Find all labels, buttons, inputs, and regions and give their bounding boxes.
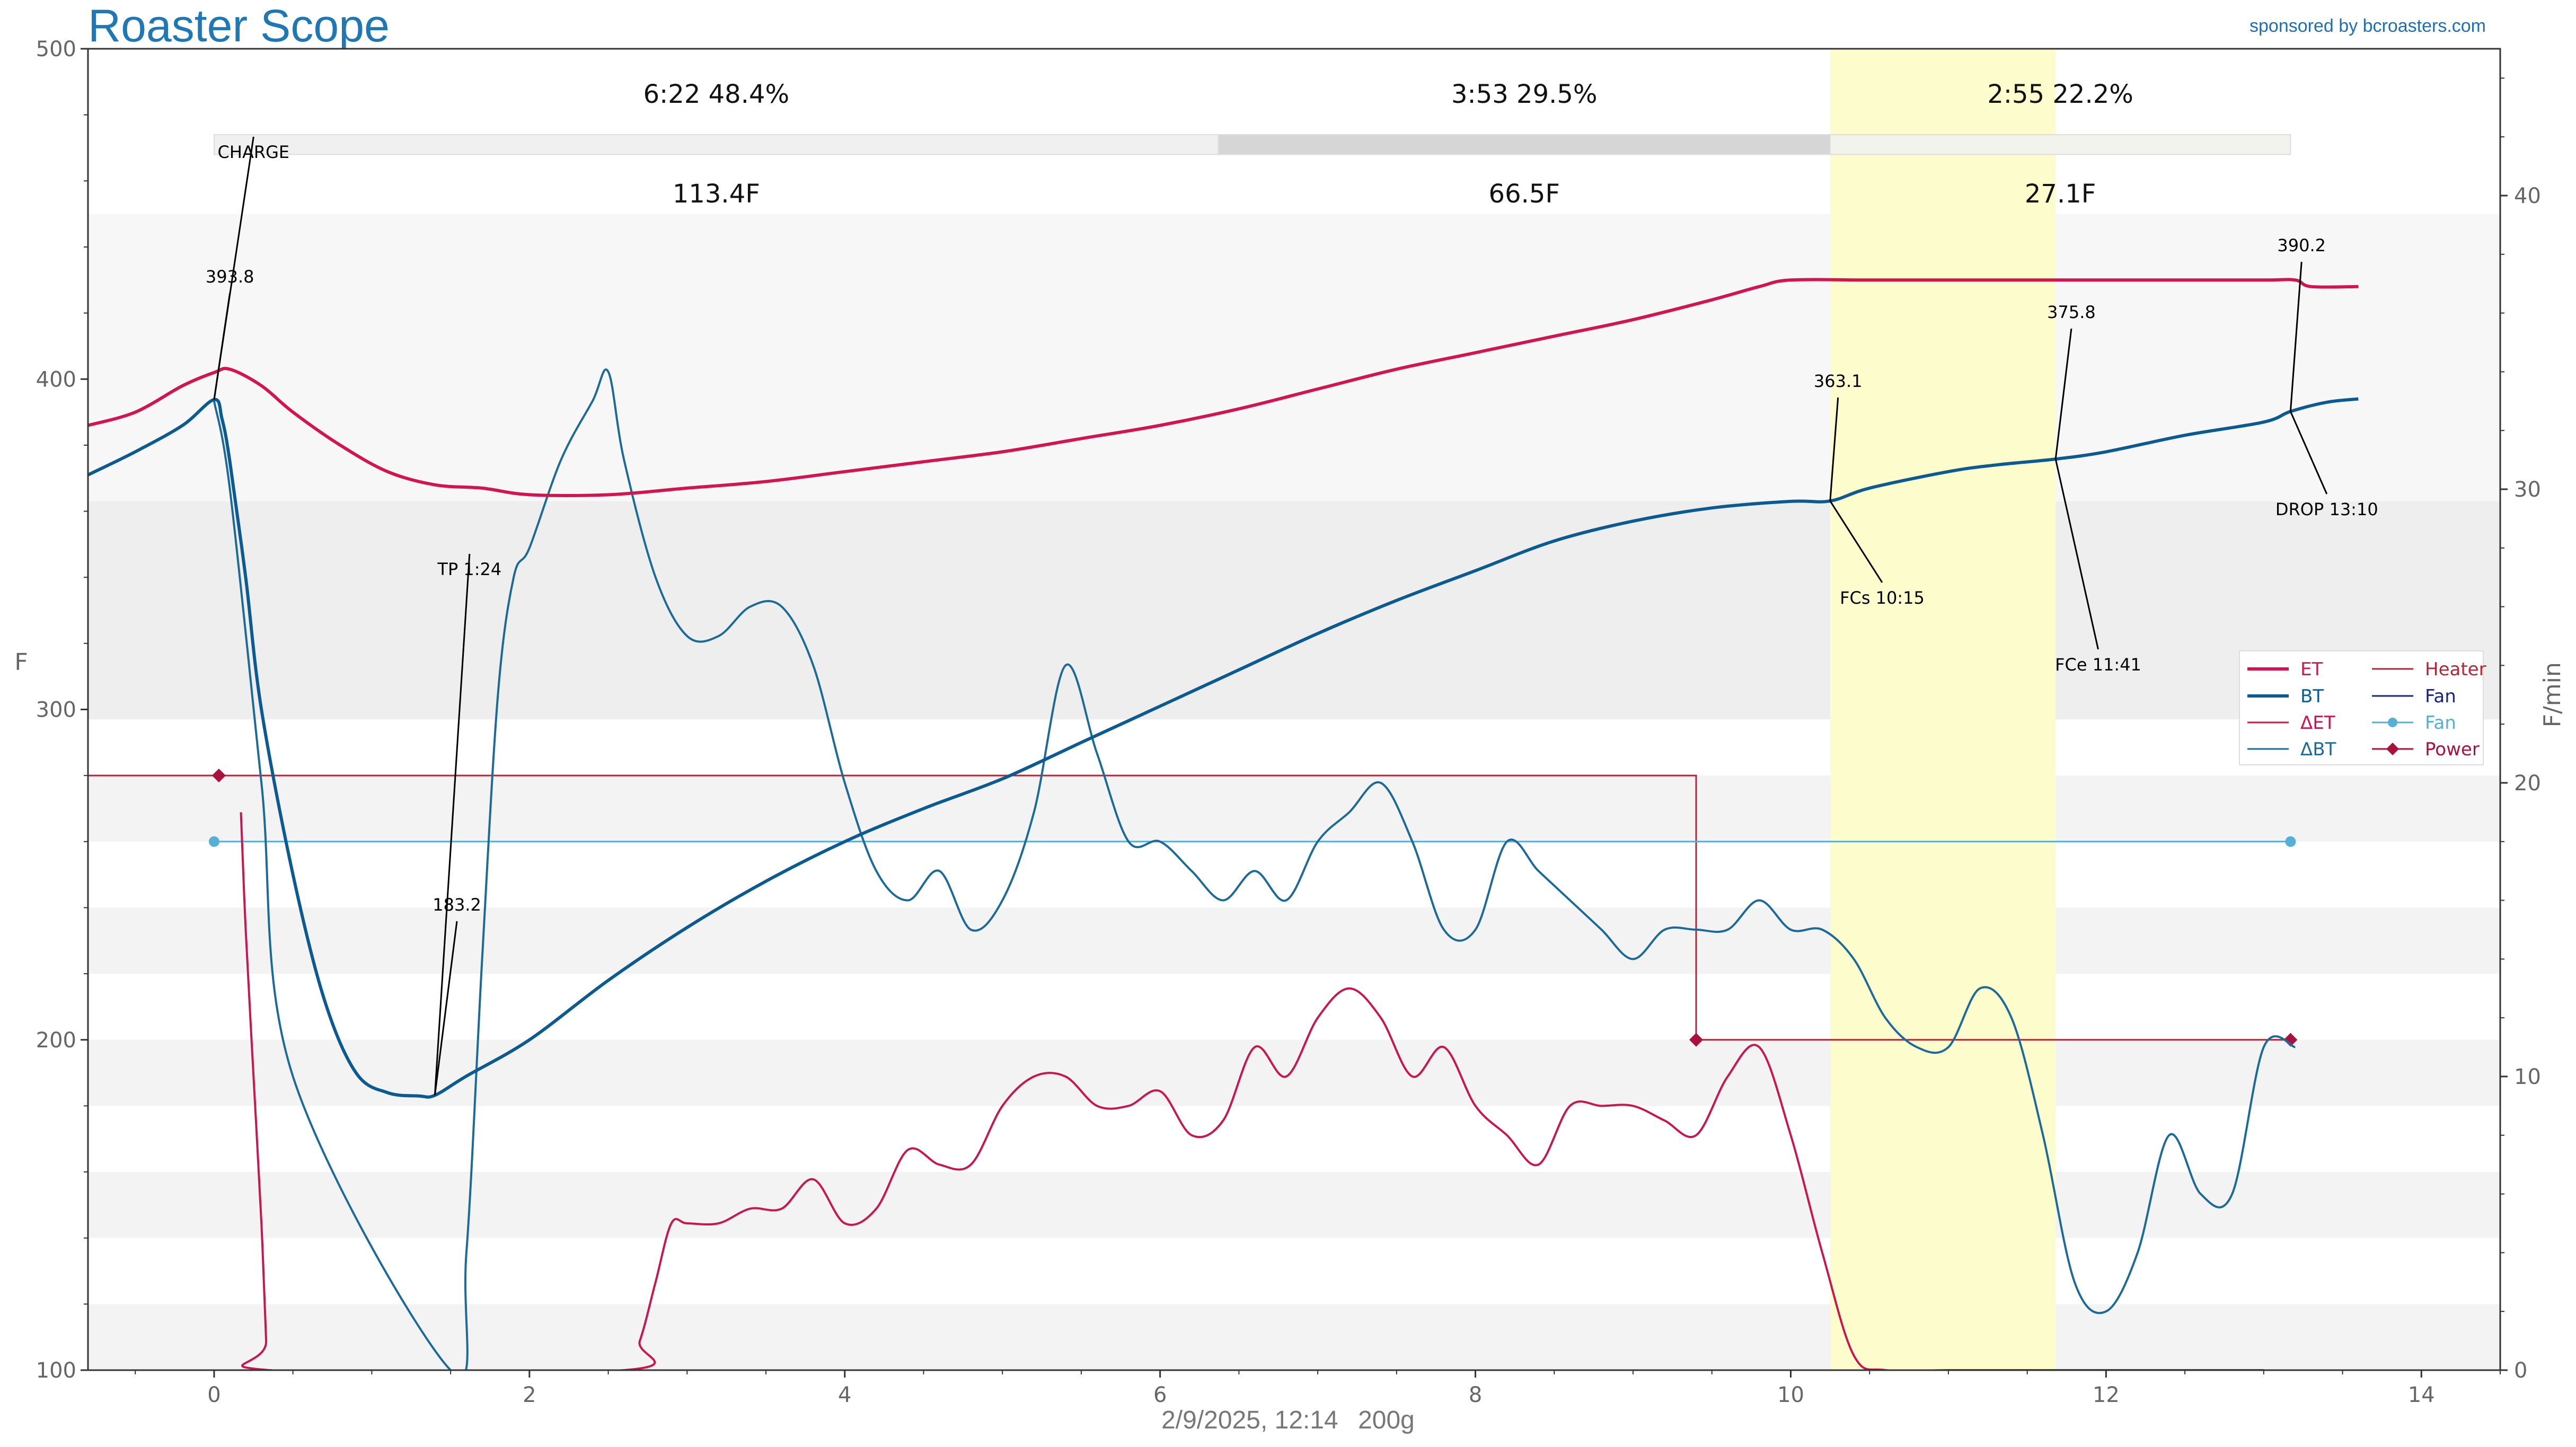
roast-date: 2/9/2025, 12:14 xyxy=(1161,1406,1338,1434)
roast-weight: 200g xyxy=(1358,1406,1415,1434)
event-value: 393.8 xyxy=(206,267,254,287)
background-band xyxy=(88,775,2500,842)
legend-label: Power xyxy=(2425,739,2480,760)
x-tick-label: 4 xyxy=(838,1383,851,1407)
event-value: 183.2 xyxy=(433,895,481,915)
legend-label: ΔBT xyxy=(2300,739,2336,760)
roast-info: 2/9/2025, 12:14 200g xyxy=(0,1406,2576,1435)
legend-label: ET xyxy=(2300,659,2323,680)
legend-marker xyxy=(2388,718,2397,727)
event-pointer xyxy=(213,136,254,400)
bt-line xyxy=(88,397,2359,1099)
event-value: 375.8 xyxy=(2047,302,2096,322)
background-band xyxy=(88,1039,2500,1106)
x-tick-label: 6 xyxy=(1153,1383,1167,1407)
x-tick-label: 8 xyxy=(1469,1383,1482,1407)
et-line xyxy=(88,278,2359,497)
y2-tick-label: 20 xyxy=(2514,771,2541,796)
fan-marker xyxy=(2285,836,2296,847)
x-tick-label: 12 xyxy=(2093,1383,2120,1407)
event-pointer xyxy=(2054,328,2072,460)
event-pointer xyxy=(2290,411,2328,495)
event-value: 363.1 xyxy=(1814,371,1863,391)
event-label: TP 1:24 xyxy=(437,559,501,579)
phase-time: 6:22 48.4% xyxy=(643,80,790,109)
event-label: FCs 10:15 xyxy=(1840,588,1925,608)
legend-label: BT xyxy=(2300,686,2324,707)
background-band xyxy=(88,1304,2500,1370)
event-pointer xyxy=(434,921,458,1096)
heater-line xyxy=(88,774,2291,1041)
legend-label: Fan xyxy=(2425,712,2456,734)
x-tick-label: 14 xyxy=(2408,1383,2435,1407)
phase-time: 2:55 22.2% xyxy=(1987,80,2133,109)
y-tick-label: 500 xyxy=(36,37,76,61)
y2-axis-label: F/min xyxy=(2539,662,2566,727)
x-tick-label: 10 xyxy=(1777,1383,1804,1407)
fan-marker xyxy=(208,836,219,847)
delta-bt-line xyxy=(213,368,2296,1370)
y2-tick-label: 0 xyxy=(2514,1358,2527,1383)
power-marker xyxy=(211,769,226,783)
sponsor-link[interactable]: sponsored by bcroasters.com xyxy=(2249,16,2486,36)
y-tick-label: 300 xyxy=(36,698,76,722)
phase-delta: 113.4F xyxy=(673,179,760,209)
event-pointer xyxy=(2054,458,2099,650)
first-crack-highlight xyxy=(1830,49,2056,1370)
event-label: CHARGE xyxy=(218,142,290,162)
event-label: FCe 11:41 xyxy=(2055,655,2141,675)
background-band xyxy=(88,1172,2500,1238)
power-marker xyxy=(2283,1033,2298,1047)
phase-delta: 66.5F xyxy=(1489,179,1560,209)
background-bands xyxy=(88,49,2500,1370)
legend-label: Heater xyxy=(2425,659,2486,680)
power-marker xyxy=(1689,1033,1703,1047)
event-pointer xyxy=(1829,500,1883,583)
legend-marker xyxy=(2386,743,2399,755)
y-tick-label: 200 xyxy=(36,1028,76,1053)
legend-label: Fan xyxy=(2425,686,2456,707)
phase-segment xyxy=(213,134,1219,155)
legend: ET BT ΔET ΔBT Heater Fan Fan Power xyxy=(2239,650,2486,765)
event-pointer xyxy=(2289,261,2302,412)
background-band xyxy=(88,214,2500,501)
event-pointer xyxy=(1829,397,1839,501)
app-title: Roaster Scope xyxy=(88,1,390,51)
event-label: DROP 13:10 xyxy=(2275,499,2378,519)
x-tick-label: 2 xyxy=(523,1383,536,1407)
y-tick-label: 100 xyxy=(36,1358,76,1383)
y-axis-label: F xyxy=(14,649,28,676)
y2-tick-label: 30 xyxy=(2514,478,2541,502)
background-band xyxy=(88,501,2500,720)
first-crack-band xyxy=(1830,49,2056,1370)
phase-bar: 6:22 48.4% 113.4F 3:53 29.5% 66.5F 2:55 22.2… xyxy=(213,80,2291,209)
event-annotations: 393.8 CHARGE 183.2 TP 1:24 363.1 FCs 10:15 375… xyxy=(206,136,2378,1096)
legend-label: ΔET xyxy=(2300,712,2335,734)
event-value: 390.2 xyxy=(2277,235,2326,255)
background-band xyxy=(88,907,2500,974)
y-tick-label: 400 xyxy=(36,367,76,392)
phase-segment xyxy=(1218,134,1831,155)
event-pointer xyxy=(434,553,471,1096)
phase-delta: 27.1F xyxy=(2025,179,2096,209)
phase-time: 3:53 29.5% xyxy=(1451,80,1598,109)
phase-segment xyxy=(1829,134,2291,155)
y2-tick-label: 40 xyxy=(2514,184,2541,208)
x-tick-label: 0 xyxy=(207,1383,220,1407)
y2-tick-label: 10 xyxy=(2514,1065,2541,1089)
